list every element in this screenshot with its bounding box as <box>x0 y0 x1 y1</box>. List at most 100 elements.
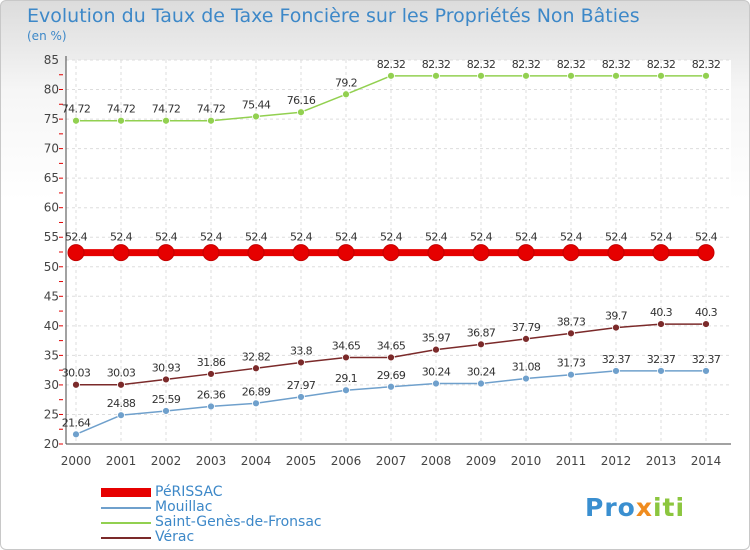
legend-label-mouillac: Mouillac <box>155 499 213 515</box>
series-3-point-2003 <box>207 370 215 378</box>
series-2-point-2014 <box>702 71 710 80</box>
series-1-point-2002 <box>162 407 170 415</box>
series-3-point-2000 <box>72 380 80 389</box>
series-1-data-label-2006: 29.1 <box>335 372 357 385</box>
series-0-point-2000 <box>67 244 85 262</box>
series-3-data-label-2012: 39.7 <box>605 310 628 323</box>
y-tick-label-55: 55 <box>44 230 59 244</box>
x-tick-label-2012: 2012 <box>601 454 632 468</box>
y-tick-label-75: 75 <box>44 112 59 126</box>
series-0-data-label-2014: 52.4 <box>695 231 718 244</box>
series-1-data-label-2004: 26.89 <box>242 385 271 398</box>
series-3-data-label-2000: 30.03 <box>62 367 91 380</box>
series-1-data-label-2011: 31.73 <box>557 357 586 370</box>
logo-part-1: Pro <box>585 493 636 522</box>
series-1-data-label-2008: 30.24 <box>422 366 451 379</box>
series-1-data-label-2005: 27.97 <box>287 379 316 392</box>
unit-label: (en %) <box>27 29 67 43</box>
legend-item-perissac: PéRISSAC <box>101 485 322 500</box>
series-1-point-2007 <box>387 382 395 391</box>
chart-title: Evolution du Taux de Taxe Foncière sur l… <box>27 5 640 27</box>
series-3-point-2002 <box>162 375 170 384</box>
series-2-data-label-2006: 79.2 <box>335 76 357 89</box>
series-0-data-label-2004: 52.4 <box>245 231 268 244</box>
series-2-point-2003 <box>207 116 215 125</box>
series-1-data-label-2007: 29.69 <box>377 369 406 382</box>
series-0-point-2007 <box>382 244 400 262</box>
legend: PéRISSAC Mouillac Saint-Genès-de-Fronsac… <box>101 485 322 545</box>
series-2-data-label-2011: 82.32 <box>557 58 586 71</box>
series-0-data-label-2007: 52.4 <box>380 231 403 244</box>
series-3-point-2007 <box>387 353 395 362</box>
x-tick-label-2010: 2010 <box>511 454 542 468</box>
y-tick-label-80: 80 <box>44 83 59 97</box>
y-tick-label-60: 60 <box>44 201 59 215</box>
series-2-data-label-2002: 74.72 <box>152 103 181 116</box>
series-0-point-2005 <box>292 244 310 262</box>
series-1-point-2011 <box>567 370 575 379</box>
series-3-data-label-2013: 40.3 <box>650 306 673 319</box>
series-1-point-2014 <box>702 367 710 375</box>
series-3-point-2013 <box>657 320 665 328</box>
y-tick-label-40: 40 <box>44 319 59 333</box>
series-2-data-label-2010: 82.32 <box>512 58 541 71</box>
series-2-data-label-2008: 82.32 <box>422 58 451 71</box>
series-1-point-2006 <box>342 386 350 395</box>
series-2-data-label-2004: 75.44 <box>242 98 271 111</box>
series-1-data-label-2013: 32.37 <box>647 353 676 366</box>
legend-swatch-saint-genes <box>101 521 151 524</box>
series-1-data-label-2009: 30.24 <box>467 366 496 379</box>
series-1-point-2003 <box>207 402 215 411</box>
series-1-point-2010 <box>522 374 530 383</box>
y-tick-label-25: 25 <box>44 407 59 421</box>
y-tick-label-65: 65 <box>44 171 59 185</box>
series-0-point-2008 <box>427 244 445 262</box>
series-2-data-label-2014: 82.32 <box>692 58 721 71</box>
series-2-data-label-2012: 82.32 <box>602 58 631 71</box>
series-2-data-label-2001: 74.72 <box>107 103 136 116</box>
series-1-data-label-2010: 31.08 <box>512 361 541 374</box>
series-2-point-2011 <box>567 71 575 80</box>
series-3-point-2006 <box>342 353 350 362</box>
series-3-point-2011 <box>567 329 575 338</box>
series-3-point-2010 <box>522 335 530 343</box>
series-2-point-2007 <box>387 71 395 80</box>
series-1-point-2008 <box>432 379 440 388</box>
series-3-data-label-2005: 33.8 <box>290 344 313 357</box>
series-3-data-label-2014: 40.3 <box>695 306 718 319</box>
x-tick-label-2014: 2014 <box>691 454 722 468</box>
y-tick-label-50: 50 <box>44 260 59 274</box>
series-3-data-label-2010: 37.79 <box>512 321 541 334</box>
series-3-data-label-2001: 30.03 <box>107 367 136 380</box>
series-0-point-2011 <box>562 244 580 262</box>
series-1-point-2005 <box>297 393 305 401</box>
series-3-data-label-2011: 38.73 <box>557 315 586 328</box>
series-0-data-label-2002: 52.4 <box>155 231 178 244</box>
legend-item-mouillac: Mouillac <box>101 500 322 515</box>
series-3-point-2008 <box>432 345 440 354</box>
series-0-point-2010 <box>517 244 535 262</box>
series-3-data-label-2004: 32.82 <box>242 350 271 363</box>
series-2-data-label-2013: 82.32 <box>647 58 676 71</box>
series-0-data-label-2011: 52.4 <box>560 231 583 244</box>
series-1-data-label-2014: 32.37 <box>692 353 721 366</box>
x-tick-label-2002: 2002 <box>151 454 182 468</box>
series-0-data-label-2012: 52.4 <box>605 231 628 244</box>
series-0-point-2009 <box>472 244 490 262</box>
legend-swatch-mouillac <box>101 506 151 509</box>
series-1-data-label-2002: 25.59 <box>152 393 181 406</box>
series-1-data-label-2012: 32.37 <box>602 353 631 366</box>
y-tick-label-45: 45 <box>44 289 59 303</box>
series-0-point-2002 <box>157 244 175 262</box>
series-2-point-2004 <box>252 112 260 121</box>
x-tick-label-2007: 2007 <box>376 454 407 468</box>
series-0-point-2012 <box>607 244 625 262</box>
series-3-point-2009 <box>477 340 485 349</box>
series-2-point-2010 <box>522 71 530 80</box>
x-tick-label-2011: 2011 <box>556 454 587 468</box>
series-0-point-2006 <box>337 244 355 262</box>
x-tick-label-2006: 2006 <box>331 454 362 468</box>
y-tick-label-85: 85 <box>44 53 59 67</box>
